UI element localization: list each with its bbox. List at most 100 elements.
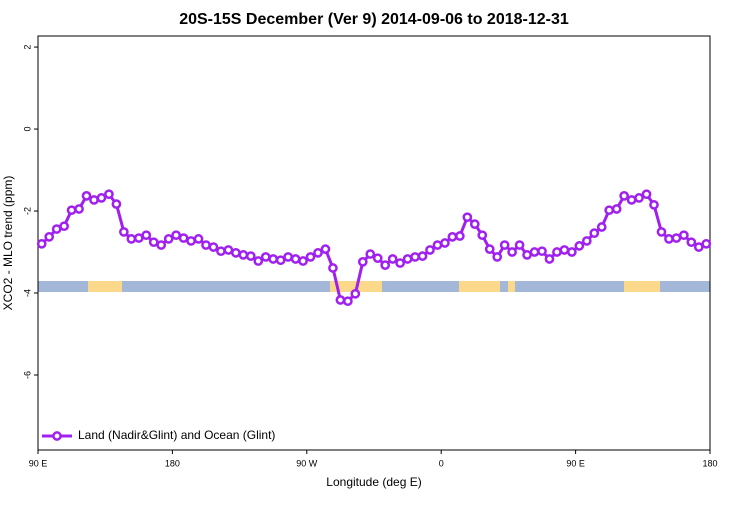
data-point (701, 238, 712, 249)
data-point (223, 245, 234, 255)
y-tick-label: -4 (22, 289, 32, 297)
data-point (619, 191, 629, 201)
data-point (537, 246, 547, 257)
data-point (305, 252, 316, 262)
data-point (89, 195, 99, 205)
data-point (133, 233, 144, 243)
data-point (611, 204, 622, 214)
data-point (649, 200, 659, 210)
data-point (36, 238, 47, 249)
surface-band (38, 281, 710, 292)
data-point (462, 212, 473, 223)
data-point (260, 252, 271, 262)
data-point (275, 255, 286, 266)
data-point (335, 295, 346, 305)
data-point (96, 193, 107, 203)
data-point (81, 191, 92, 201)
data-point (66, 205, 77, 216)
chart-title: 20S-15S December (Ver 9) 2014-09-06 to 2… (179, 11, 569, 28)
land-band (624, 281, 660, 292)
data-point (656, 227, 667, 237)
data-point (410, 252, 420, 262)
data-point (596, 222, 607, 232)
data-point (589, 228, 600, 239)
land-band (508, 281, 515, 292)
x-tick-label: 90 W (296, 458, 318, 468)
data-point (455, 231, 465, 241)
y-tick-label: 0 (22, 127, 32, 132)
y-axis-label: XCO2 - MLO trend (ppm) (1, 176, 15, 311)
data-point (171, 230, 181, 241)
data-point (514, 240, 525, 250)
data-point (298, 256, 308, 266)
data-point (604, 205, 615, 216)
data-point (201, 240, 211, 250)
data-point (634, 193, 644, 203)
x-tick-label: 90 E (29, 458, 48, 468)
data-point (492, 252, 503, 262)
data-point (499, 240, 510, 250)
data-point (320, 244, 331, 254)
data-point (544, 254, 555, 264)
data-point (447, 232, 458, 242)
data-point (216, 246, 226, 257)
land-band (88, 281, 122, 292)
data-point (253, 256, 264, 266)
data-point (104, 189, 114, 200)
data-point (156, 240, 167, 250)
y-tick-label: -2 (22, 207, 32, 215)
data-point (148, 237, 159, 248)
data-point (440, 238, 450, 248)
data-point (425, 245, 435, 255)
data-point (313, 247, 323, 258)
data-point (357, 257, 368, 267)
data-point (387, 254, 398, 264)
data-point (671, 233, 682, 243)
data-point (343, 296, 353, 307)
data-point (74, 204, 84, 214)
data-point (231, 247, 241, 258)
data-point (59, 221, 69, 232)
legend-label: Land (Nadir&Glint) and Ocean (Glint) (78, 428, 275, 442)
data-point (290, 254, 301, 264)
data-point (641, 189, 652, 200)
data-point (268, 254, 279, 264)
data-point (581, 236, 592, 246)
data-point (126, 234, 137, 244)
data-point (186, 236, 196, 246)
data-point (380, 260, 391, 270)
x-tick-label: 90 E (566, 458, 585, 468)
data-point (44, 232, 55, 242)
data-point (693, 242, 704, 252)
data-point (245, 251, 256, 261)
legend-marker (52, 431, 62, 441)
data-point (626, 195, 637, 205)
x-tick-label: 180 (165, 458, 180, 468)
data-point (208, 242, 219, 252)
data-point (484, 244, 495, 254)
data-point (686, 237, 697, 248)
data-point (679, 230, 689, 241)
data-point (193, 234, 204, 244)
data-point (567, 247, 577, 257)
data-point (477, 230, 488, 241)
data-point (365, 249, 376, 259)
data-point (529, 247, 540, 257)
x-tick-label: 0 (439, 458, 444, 468)
data-point (141, 230, 152, 241)
data-point (283, 252, 293, 262)
plot-frame (37, 35, 711, 451)
data-point (664, 234, 674, 244)
data-point (559, 245, 570, 255)
data-point (51, 224, 62, 234)
data-point (238, 250, 249, 260)
data-point (119, 227, 129, 237)
data-point (507, 247, 517, 257)
x-axis-label: Longitude (deg E) (326, 475, 421, 489)
data-point (372, 253, 383, 264)
data-point (469, 219, 480, 229)
y-tick-label: -6 (22, 371, 32, 379)
data-point (417, 251, 428, 261)
data-point (350, 288, 361, 299)
